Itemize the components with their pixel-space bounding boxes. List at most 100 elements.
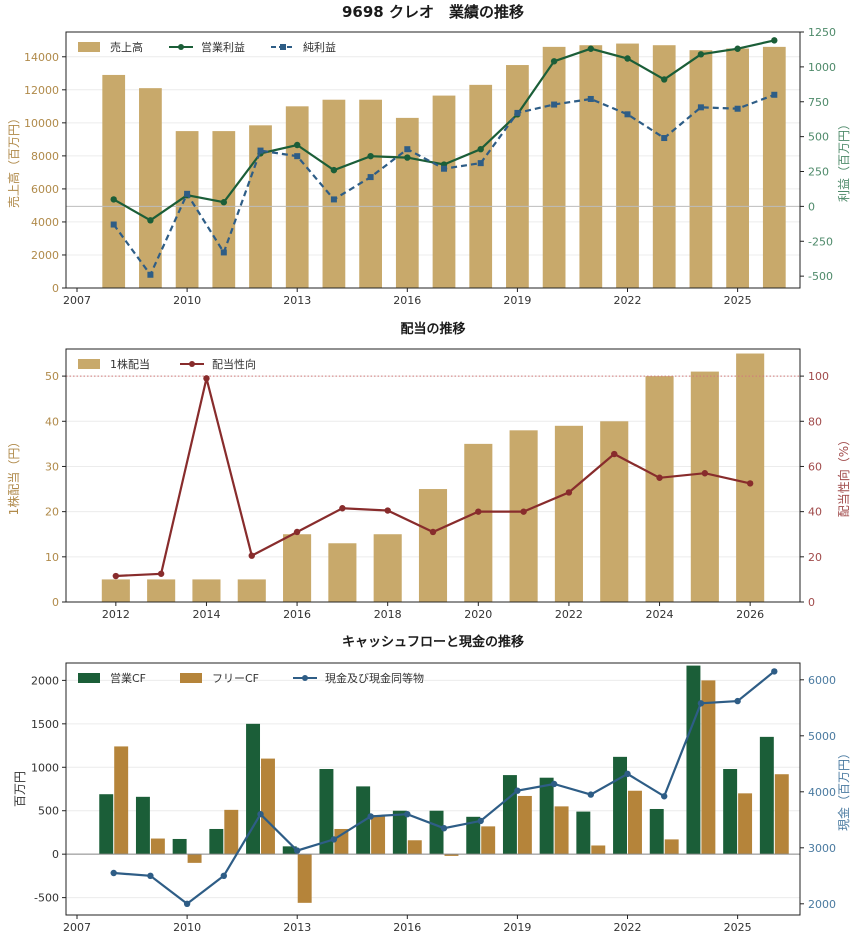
legend-item: 純利益 — [271, 40, 336, 54]
data-point — [441, 165, 448, 172]
data-point — [624, 111, 631, 118]
y2-tick-label: 2000 — [808, 898, 836, 911]
x-tick-label: 2013 — [283, 921, 311, 934]
data-point — [220, 249, 227, 256]
y2-tick-label: 6000 — [808, 674, 836, 687]
x-tick-label: 2014 — [192, 608, 220, 621]
data-point — [734, 45, 741, 52]
bar — [469, 84, 493, 288]
y-tick-label: 1000 — [31, 761, 59, 774]
plot-frame — [65, 31, 801, 289]
y-tick-label: 0 — [52, 596, 59, 609]
x-tick-label: 2026 — [736, 608, 764, 621]
bar — [328, 543, 357, 602]
bar — [392, 810, 407, 855]
x-tick-label: 2019 — [503, 921, 531, 934]
bar — [628, 790, 642, 855]
data-point — [656, 474, 663, 481]
chart-title: 9698 クレオ 業績の推移 — [342, 3, 524, 21]
y-tick-label: 500 — [38, 805, 59, 818]
data-point — [220, 872, 228, 879]
data-point — [475, 508, 482, 515]
x-tick-label: 2010 — [173, 294, 201, 307]
y2-axis-label: 利益（百万円） — [837, 118, 851, 202]
data-point — [112, 572, 120, 580]
x-tick-label: 2022 — [614, 921, 642, 934]
legend-marker — [302, 675, 308, 681]
bar — [209, 828, 224, 855]
data-point — [404, 154, 411, 161]
bar — [762, 46, 786, 288]
bar — [432, 95, 456, 288]
bar — [147, 579, 176, 602]
x-tick-label: 2016 — [283, 608, 311, 621]
data-point — [440, 825, 448, 832]
x-tick-label: 2016 — [393, 294, 421, 307]
x-tick-label: 2013 — [283, 294, 311, 307]
x-tick-label: 2025 — [724, 921, 752, 934]
bar — [297, 854, 312, 903]
data-point — [624, 55, 631, 62]
y2-tick-label: 20 — [808, 551, 822, 564]
y-tick-label: 2000 — [31, 249, 59, 262]
bar — [319, 769, 334, 855]
data-point — [248, 552, 255, 559]
legend-label: 純利益 — [303, 40, 336, 54]
legend-swatch — [78, 42, 100, 52]
y-tick-label: 1500 — [31, 718, 59, 731]
bar — [701, 680, 716, 855]
plot-frame — [65, 348, 801, 603]
data-point — [294, 847, 301, 854]
y-tick-label: 12000 — [24, 84, 59, 97]
data-point — [771, 37, 778, 44]
data-point — [587, 95, 594, 102]
y2-tick-label: 40 — [808, 506, 822, 519]
data-point — [520, 508, 527, 515]
data-point — [565, 489, 573, 496]
data-point — [294, 153, 301, 160]
chart-panel-1: 9698 クレオ 業績の推移 2007 2010 2013 2016 2019 2022 20… — [6, 3, 851, 307]
bar — [579, 45, 603, 288]
bar — [407, 840, 422, 855]
legend-marker — [189, 361, 195, 367]
legend-label: 売上高 — [110, 40, 143, 54]
legend-swatch — [78, 359, 100, 369]
data-point — [367, 152, 374, 160]
data-point — [183, 900, 191, 907]
y-tick-label: 8000 — [31, 150, 59, 163]
bar — [150, 838, 165, 855]
data-point — [203, 375, 210, 382]
y-tick-label: 50 — [45, 370, 59, 383]
data-point — [330, 166, 338, 174]
bar — [759, 736, 774, 855]
data-point — [587, 45, 595, 52]
x-tick-label: 2018 — [374, 608, 402, 621]
chart-title: 配当の推移 — [400, 321, 465, 337]
legend-label: 営業利益 — [201, 40, 245, 54]
data-point — [404, 811, 411, 818]
y2-tick-label: 1000 — [808, 61, 836, 74]
data-point — [697, 51, 705, 58]
bar — [690, 371, 719, 602]
data-point — [661, 135, 668, 142]
data-point — [147, 872, 154, 879]
y-tick-label: 10 — [45, 551, 59, 564]
y-tick-label: 4000 — [31, 216, 59, 229]
y2-tick-label: -500 — [808, 270, 833, 283]
x-tick-label: 2016 — [393, 921, 421, 934]
data-point — [624, 770, 631, 778]
data-point — [294, 141, 301, 149]
bar — [723, 769, 738, 855]
x-tick-label: 2022 — [614, 294, 642, 307]
y-tick-label: 0 — [52, 282, 59, 295]
y2-tick-label: 250 — [808, 166, 829, 179]
plot-frame — [65, 662, 801, 916]
data-point — [110, 196, 117, 203]
x-tick-label: 2020 — [464, 608, 492, 621]
data-point — [384, 507, 391, 514]
data-point — [147, 271, 154, 278]
y2-tick-label: 3000 — [808, 842, 836, 855]
x-tick-label: 2007 — [63, 294, 91, 307]
